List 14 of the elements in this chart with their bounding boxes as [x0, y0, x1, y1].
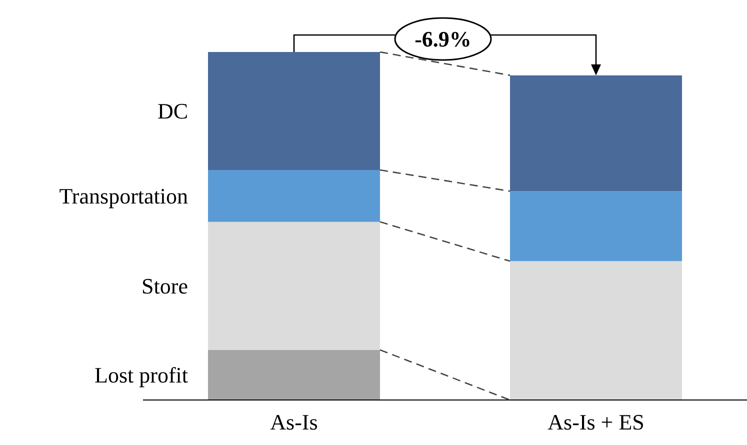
bar: [510, 191, 682, 262]
series-label: Lost profit: [94, 362, 188, 388]
text: -6.9%: [414, 26, 472, 52]
series-label: DC: [157, 98, 188, 124]
x-tick-label: As-Is + ES: [548, 410, 644, 435]
bar: [510, 261, 682, 400]
series-label: Transportation: [59, 184, 188, 209]
x-tick-label: As-Is: [270, 410, 318, 435]
series-label: Store: [142, 274, 188, 299]
bar: [208, 350, 380, 400]
bar: [510, 75, 682, 192]
bar: [208, 222, 380, 350]
bar: [208, 52, 380, 170]
bar: [208, 170, 380, 222]
